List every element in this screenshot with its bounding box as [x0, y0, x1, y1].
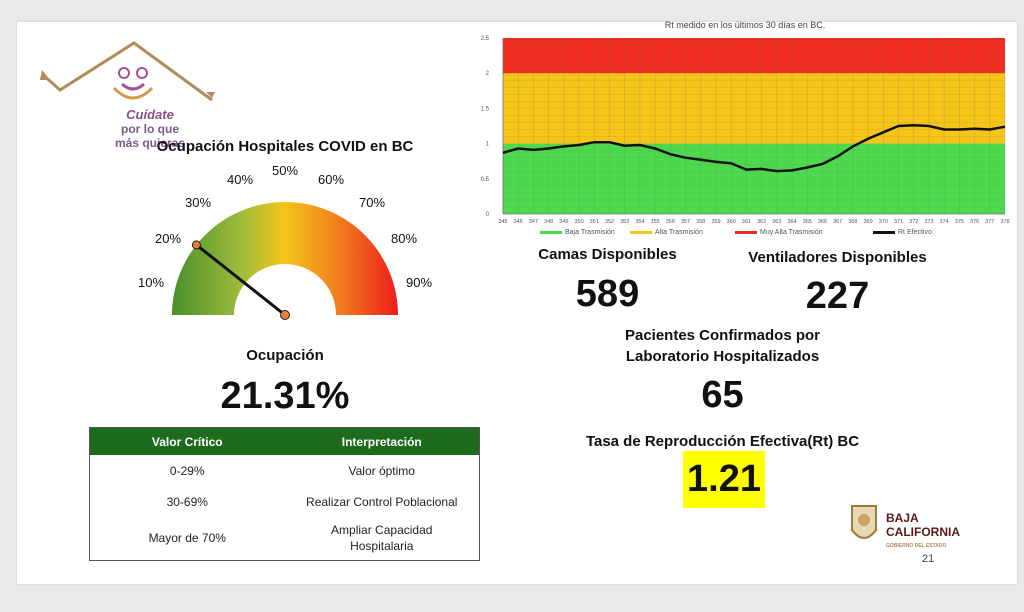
- legend-swatch: [540, 230, 562, 234]
- gauge-tick-10: 10%: [138, 275, 165, 290]
- house-logo-icon: [40, 41, 215, 102]
- page-number: 21: [922, 553, 935, 565]
- chart-x-tick-label: 364: [787, 219, 796, 225]
- patients-label: Pacientes Confirmados por Laboratorio Ho…: [624, 327, 821, 365]
- criteria-table: Valor Crítico Interpretación 0-29% Valor…: [89, 427, 480, 561]
- needle-tip-dot: [191, 240, 201, 250]
- occupancy-label: Ocupación: [246, 347, 324, 364]
- rt-value: 1.21: [683, 451, 765, 508]
- chart-title: Rt medido en los últimos 30 días en BC.: [665, 20, 826, 30]
- chart-band: [503, 73, 1005, 144]
- chart-y-tick-label: 0.5: [481, 177, 490, 183]
- chart-x-tick-label: 378: [1000, 219, 1009, 225]
- table-header-row: Valor Crítico Interpretación: [89, 427, 480, 455]
- table-cell: 0-29%: [169, 463, 205, 478]
- table-cell: 30-69%: [166, 494, 208, 509]
- chart-x-tick-label: 366: [818, 219, 827, 225]
- ventilators-value: 227: [805, 275, 870, 317]
- chart-x-tick-label: 372: [909, 219, 918, 225]
- chart-y-tick-label: 1.5: [481, 106, 490, 112]
- chart-x-tick-label: 377: [985, 219, 994, 225]
- chart-x-tick-label: 348: [544, 219, 553, 225]
- chart-x-tick-label: 346: [514, 219, 523, 225]
- table-row: 30-69% Realizar Control Poblacional: [90, 486, 480, 517]
- logo-text: Cuídate por lo que más quieras: [114, 107, 186, 151]
- chart-x-tick-label: 363: [772, 219, 781, 225]
- state-shield-icon: [851, 505, 877, 539]
- patients-value: 65: [701, 374, 744, 416]
- chart-y-tick-label: 0: [486, 212, 490, 218]
- chart-x-tick-label: 352: [605, 219, 614, 225]
- table-cell: Ampliar Capacidad Hospitalaria: [331, 523, 433, 554]
- gauge-title: Ocupación Hospitales COVID en BC: [156, 138, 414, 155]
- gauge-tick-30: 30%: [185, 195, 212, 210]
- chart-x-tick-label: 375: [955, 219, 964, 225]
- table-cell: Realizar Control Poblacional: [306, 494, 458, 509]
- chart-band: [503, 38, 1005, 74]
- chart-x-tick-label: 355: [651, 219, 660, 225]
- gauge-tick-80: 80%: [391, 231, 418, 246]
- chart-x-tick-label: 351: [590, 219, 599, 225]
- chart-x-tick-label: 359: [711, 219, 720, 225]
- chart-x-tick-label: 374: [940, 219, 949, 225]
- chart-x-tick-label: 376: [970, 219, 979, 225]
- rt-chart: Rt medido en los últimos 30 días en BC. …: [481, 20, 1010, 225]
- legend-low: Baja Trasmisión: [540, 229, 615, 236]
- chart-x-tick-label: 361: [742, 219, 751, 225]
- chart-x-tick-label: 370: [879, 219, 888, 225]
- gauge-tick-40: 40%: [227, 172, 254, 187]
- legend-swatch: [873, 230, 895, 234]
- table-cell: Mayor de 70%: [148, 531, 226, 546]
- gauge-needle: [195, 243, 286, 317]
- table-row: Mayor de 70% Ampliar Capacidad Hospitala…: [90, 517, 480, 560]
- occupancy-value: 21.31%: [220, 375, 350, 417]
- gauge-tick-90: 90%: [406, 275, 433, 290]
- chart-x-tick-label: 365: [803, 219, 812, 225]
- gauge-tick-60: 60%: [318, 172, 345, 187]
- chart-x-tick-label: 357: [681, 219, 690, 225]
- chart-x-tick-label: 371: [894, 219, 903, 225]
- chart-y-tick-label: 2: [486, 71, 490, 77]
- chart-x-tick-label: 373: [924, 219, 933, 225]
- gauge-tick-70: 70%: [359, 195, 386, 210]
- rt-series-line: [502, 124, 1006, 173]
- chart-x-tick-label: 360: [727, 219, 736, 225]
- gauge-arc: [172, 202, 398, 315]
- chart-band: [503, 143, 1005, 214]
- legend-very-high: Muy Alta Trasmisión: [735, 229, 823, 236]
- chart-x-tick-label: 368: [848, 219, 857, 225]
- chart-x-tick-label: 369: [863, 219, 872, 225]
- legend-swatch: [735, 230, 757, 234]
- chart-x-tick-label: 345: [498, 219, 507, 225]
- state-logo-text: BAJA CALIFORNIA GOBIERNO DEL ESTADO: [886, 511, 960, 549]
- table-row: 0-29% Valor óptimo: [90, 455, 480, 486]
- gauge-tick-20: 20%: [155, 231, 182, 246]
- gauge-tick-50: 50%: [272, 163, 299, 178]
- chart-x-tick-label: 347: [529, 219, 538, 225]
- chart-x-tick-label: 350: [574, 219, 583, 225]
- chart-y-tick-label: 1: [486, 142, 490, 148]
- ventilators-label: Ventiladores Disponibles: [748, 249, 927, 266]
- chart-y-tick-label: 2.5: [481, 36, 490, 42]
- needle-hub-dot: [280, 310, 290, 320]
- table-header: Valor Crítico: [89, 427, 285, 455]
- chart-x-tick-label: 367: [833, 219, 842, 225]
- legend-high: Alta Trasmisión: [630, 229, 703, 236]
- table-header: Interpretación: [284, 427, 480, 455]
- chart-x-tick-label: 353: [620, 219, 629, 225]
- chart-x-tick-label: 362: [757, 219, 766, 225]
- occupancy-gauge: [172, 202, 398, 320]
- table-cell: Valor óptimo: [348, 463, 415, 478]
- beds-label: Camas Disponibles: [538, 246, 677, 263]
- rt-label: Tasa de Reproducción Efectiva(Rt) BC: [585, 433, 860, 450]
- chart-x-tick-label: 354: [635, 219, 644, 225]
- legend-series: Rt Efectivo: [873, 229, 932, 236]
- chart-x-tick-label: 358: [696, 219, 705, 225]
- chart-x-tick-label: 349: [559, 219, 568, 225]
- chart-x-tick-label: 356: [666, 219, 675, 225]
- legend-swatch: [630, 230, 652, 234]
- beds-value: 589: [575, 273, 640, 315]
